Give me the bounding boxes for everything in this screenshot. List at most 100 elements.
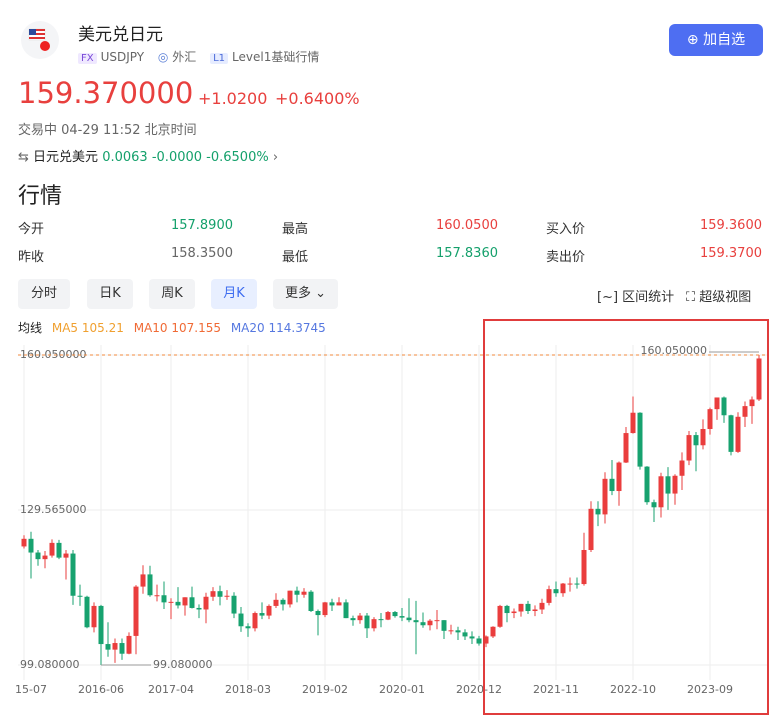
candle-body <box>266 605 272 616</box>
candle-body <box>469 636 475 639</box>
title: 美元兑日元 <box>78 25 163 45</box>
candle-body <box>28 538 34 553</box>
candle-body <box>329 602 335 606</box>
candle-body <box>301 591 307 595</box>
stat-label: 今开 <box>18 222 45 237</box>
candle-body <box>546 589 552 603</box>
tab[interactable]: 月K <box>211 279 257 309</box>
candle-body <box>350 618 356 621</box>
candle-body <box>294 590 300 595</box>
candle-body <box>714 397 720 410</box>
candle-body <box>273 599 279 606</box>
tab[interactable]: 周K <box>149 279 195 309</box>
candle-body <box>427 620 433 626</box>
y-tick-label: 160.050000 <box>20 348 86 361</box>
badge: FX <box>78 53 97 64</box>
x-tick-label: 2017-04 <box>148 683 194 696</box>
candle-body <box>476 638 482 644</box>
ma-value: 107.155 <box>171 321 221 335</box>
candle-body <box>84 596 90 628</box>
stat-value: 157.8900 <box>170 218 233 233</box>
watch-button[interactable]: ⊕ 加自选 <box>669 24 763 56</box>
candle-body <box>574 583 580 585</box>
candle-body <box>644 466 650 503</box>
ma-legend: 均线 MA5 105.21 MA10 107.155 MA20 114.3745 <box>18 319 326 336</box>
inverse-row[interactable]: ⇆ 日元兑美元 0.0063 -0.0000 -0.6500% › <box>18 150 279 165</box>
candle-body <box>588 508 594 550</box>
candle-body <box>196 607 202 610</box>
candle-body <box>343 602 349 619</box>
ma-name: MA5 <box>51 321 79 335</box>
candle-body <box>322 602 328 616</box>
price: 159.370000 <box>18 76 194 110</box>
candle-body <box>602 478 608 515</box>
candle-body <box>35 552 41 560</box>
ma-value: 105.21 <box>81 321 124 335</box>
candle-body <box>133 586 139 636</box>
tab[interactable]: 分时 <box>18 279 70 309</box>
ma-name: MA20 <box>230 321 265 335</box>
candle-body <box>112 643 118 650</box>
ma-legend-label: 均线 <box>18 321 43 335</box>
tab-more[interactable]: 更多 ⌄ <box>273 279 338 309</box>
button-label: 加自选 <box>703 32 746 48</box>
candle-body <box>336 602 342 606</box>
candle-body <box>518 603 524 612</box>
tool[interactable]: [~] 区间统计 <box>597 290 675 305</box>
candle-body <box>434 620 440 622</box>
stat-value: 159.3700 <box>699 246 762 261</box>
x-tick-label: 2020-12 <box>456 683 502 696</box>
candle-body <box>693 435 699 446</box>
stat-label: 最高 <box>282 222 309 237</box>
change-pct: +0.6400% <box>275 89 360 108</box>
stat-label: 最低 <box>282 250 309 265</box>
candle-body <box>630 412 636 434</box>
y-tick-label: 129.565000 <box>20 503 86 516</box>
candle-body <box>581 549 587 585</box>
candle-body <box>91 605 97 628</box>
candle-body <box>567 583 573 585</box>
candle-body <box>147 574 153 596</box>
candle-body <box>637 412 643 467</box>
x-tick-label: 2023-09 <box>687 683 733 696</box>
candle-body <box>378 619 384 621</box>
tab-label: 更多 <box>284 286 311 301</box>
candle-body <box>721 397 727 416</box>
stat-value: 159.3600 <box>699 218 762 233</box>
candle-body <box>511 611 517 614</box>
candle-body <box>413 620 419 623</box>
candle-body <box>525 603 531 612</box>
candle-body <box>497 605 503 627</box>
section-title: 行情 <box>18 184 63 209</box>
stat-value: 160.0500 <box>435 218 498 233</box>
candle-body <box>140 574 146 587</box>
candle-body <box>532 609 538 612</box>
candle-body <box>462 632 468 637</box>
x-tick-label: 2022-10 <box>610 683 656 696</box>
candle-body <box>280 599 286 605</box>
candle-body <box>231 595 237 614</box>
candle-body <box>21 538 27 547</box>
subtitle-row: FX USDJPY ◎ 外汇 L1 Level1基础行情 <box>78 48 319 65</box>
x-tick-label: 15-07 <box>15 683 47 696</box>
candle-body <box>728 415 734 452</box>
candle-body <box>63 553 69 558</box>
highlight-box <box>483 319 769 715</box>
tool[interactable]: ⛶ 超级视图 <box>686 290 752 305</box>
stat-label: 买入价 <box>546 222 586 237</box>
candle-body <box>392 612 398 617</box>
candle-body <box>616 462 622 492</box>
tab[interactable]: 日K <box>87 279 133 309</box>
tool-label: 超级视图 <box>699 290 752 305</box>
candle-body <box>623 433 629 463</box>
candle-body <box>161 595 167 603</box>
status: 交易中 04-29 11:52 北京时间 <box>18 123 197 138</box>
candle-body <box>182 597 188 606</box>
candle-body <box>259 613 265 616</box>
change: +1.0200 <box>198 89 268 108</box>
inverse-change-pct: -0.6500% <box>206 150 269 165</box>
candle-body <box>441 620 447 631</box>
candle-body <box>210 591 216 597</box>
ma-item: MA10 107.155 <box>134 321 221 335</box>
